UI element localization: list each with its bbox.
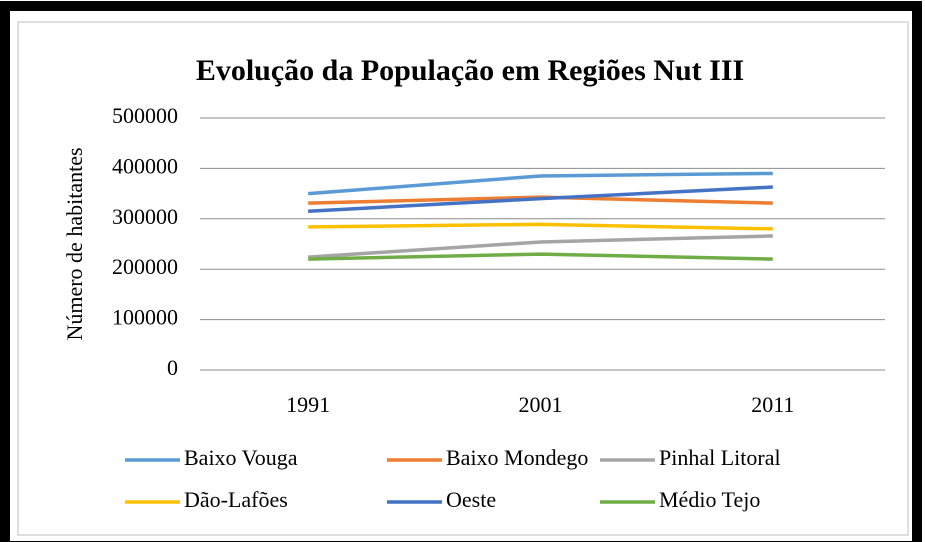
legend-label: Pinhal Litoral (659, 445, 781, 470)
chart-area (17, 21, 909, 536)
y-tick-label: 200000 (112, 254, 178, 279)
series-line (308, 222, 773, 231)
legend-label: Dão-Lafões (184, 487, 288, 512)
x-tick-label: 2001 (519, 392, 563, 417)
legend-label: Baixo Vouga (184, 445, 298, 470)
x-tick-label: 1991 (286, 392, 330, 417)
legend-label: Oeste (446, 487, 496, 512)
series-line (308, 252, 773, 261)
series-line (308, 234, 773, 259)
y-axis-label: Número de habitantes (62, 147, 87, 340)
y-tick-label: 400000 (112, 153, 178, 178)
chart-title: Evolução da População em Regiões Nut III (196, 54, 744, 87)
legend-label: Médio Tejo (659, 487, 760, 512)
y-tick-label: 300000 (112, 204, 178, 229)
series-line (308, 185, 773, 213)
series-line (308, 171, 773, 196)
y-tick-label: 0 (167, 355, 178, 380)
y-tick-label: 500000 (112, 103, 178, 128)
legend-label: Baixo Mondego (446, 445, 588, 470)
x-tick-label: 2011 (751, 392, 794, 417)
y-tick-label: 100000 (112, 305, 178, 330)
